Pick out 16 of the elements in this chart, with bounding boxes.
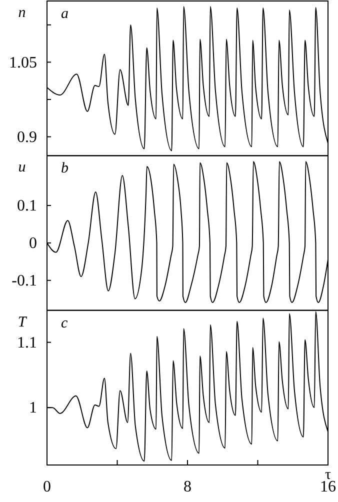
y-tick-label: -0.1 xyxy=(12,272,37,290)
chart-title: b xyxy=(61,160,69,177)
y-tick-label: 0 xyxy=(29,235,37,252)
y-axis-title: T xyxy=(18,314,28,330)
x-tick-label: 16 xyxy=(320,478,336,496)
x-tick-label: 8 xyxy=(184,478,192,496)
y-axis-title: u xyxy=(18,160,26,176)
chart-title: a xyxy=(61,6,68,22)
y-axis-title: n xyxy=(18,5,26,21)
y-tick-label: 0.1 xyxy=(17,198,37,215)
chart-title: c xyxy=(61,315,68,332)
y-tick-label: 1.05 xyxy=(9,54,37,72)
y-tick-label: 1.1 xyxy=(17,334,37,352)
x-tick-label: 0 xyxy=(43,478,51,496)
y-tick-label: 0.9 xyxy=(17,128,37,146)
y-tick-label: 1 xyxy=(29,400,37,417)
